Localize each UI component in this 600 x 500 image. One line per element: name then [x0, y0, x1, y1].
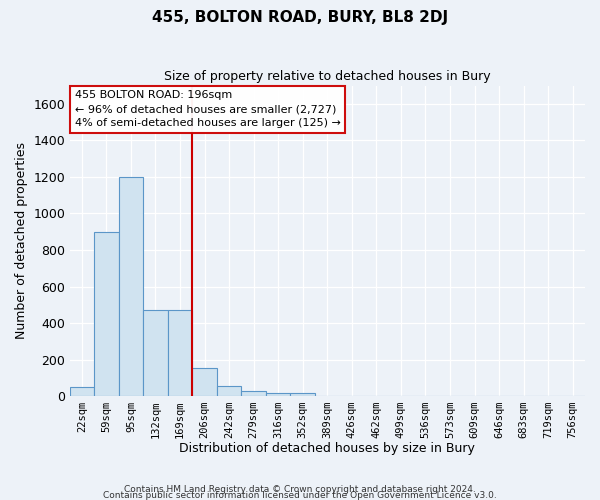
Text: 455 BOLTON ROAD: 196sqm
← 96% of detached houses are smaller (2,727)
4% of semi-: 455 BOLTON ROAD: 196sqm ← 96% of detache…	[75, 90, 341, 128]
Bar	[143, 310, 168, 396]
Text: Contains public sector information licensed under the Open Government Licence v3: Contains public sector information licen…	[103, 490, 497, 500]
Bar	[119, 177, 143, 396]
Text: 455, BOLTON ROAD, BURY, BL8 2DJ: 455, BOLTON ROAD, BURY, BL8 2DJ	[152, 10, 448, 25]
Y-axis label: Number of detached properties: Number of detached properties	[15, 142, 28, 340]
Bar	[266, 394, 290, 396]
Title: Size of property relative to detached houses in Bury: Size of property relative to detached ho…	[164, 70, 491, 83]
Bar	[168, 310, 193, 396]
Text: Contains HM Land Registry data © Crown copyright and database right 2024.: Contains HM Land Registry data © Crown c…	[124, 484, 476, 494]
Bar	[290, 394, 315, 396]
Bar	[94, 232, 119, 396]
Bar	[217, 386, 241, 396]
Bar	[241, 390, 266, 396]
X-axis label: Distribution of detached houses by size in Bury: Distribution of detached houses by size …	[179, 442, 475, 455]
Bar	[70, 387, 94, 396]
Bar	[193, 368, 217, 396]
